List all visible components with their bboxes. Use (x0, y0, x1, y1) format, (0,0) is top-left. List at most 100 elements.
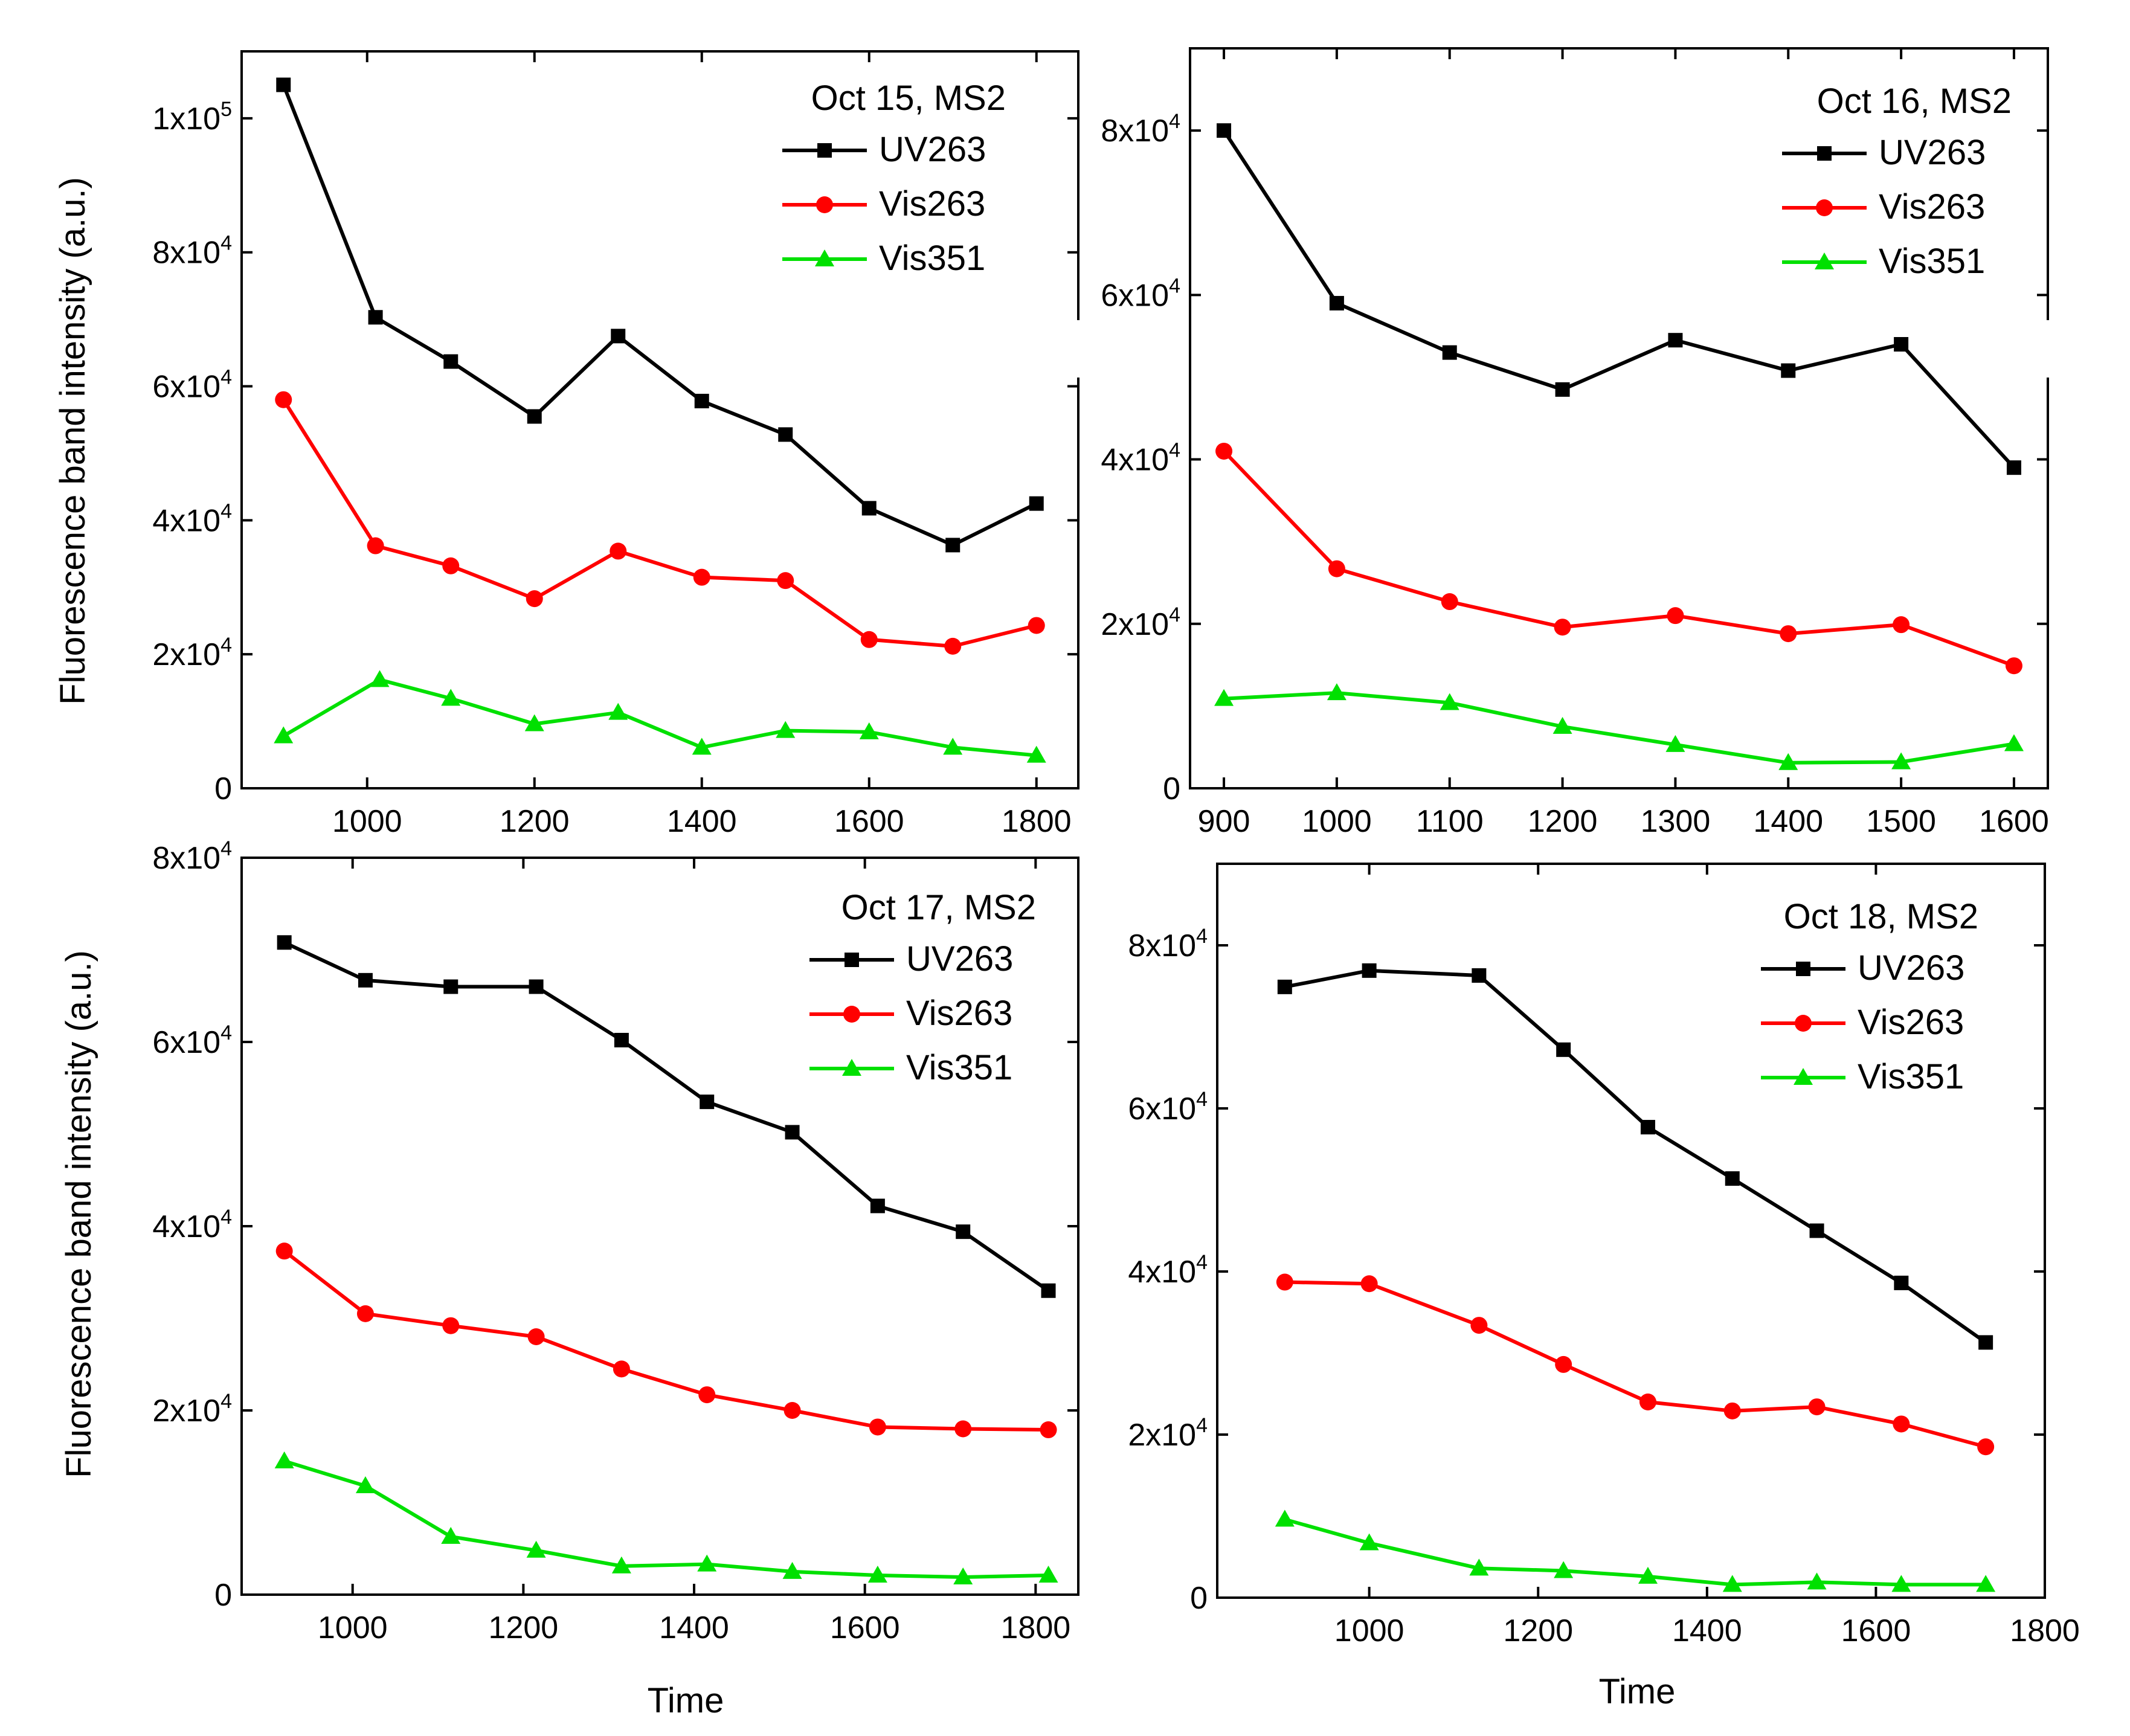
data-point (443, 979, 458, 994)
data-point (1781, 363, 1796, 378)
data-point (694, 393, 709, 408)
data-point (1723, 1402, 1741, 1419)
data-point (614, 1032, 629, 1047)
series-line (283, 1249, 1049, 1432)
data-point (693, 568, 710, 586)
series-line (282, 399, 1037, 648)
y-tick-label: 0 (1163, 771, 1180, 806)
data-point (367, 537, 384, 555)
data-point (441, 689, 461, 706)
series-vis263 (1276, 1273, 1995, 1456)
y-tick-label: 8x104 (1101, 110, 1180, 149)
data-point (698, 1386, 716, 1404)
data-point (1440, 693, 1459, 710)
data-point (1038, 1565, 1058, 1583)
y-tick-label: 0 (1190, 1581, 1208, 1616)
data-point (785, 1125, 800, 1140)
x-tick-label: 1600 (834, 804, 904, 839)
data-point (1328, 560, 1345, 577)
legend-marker (1816, 199, 1833, 216)
x-tick-label: 1200 (500, 804, 570, 839)
data-point (1552, 716, 1572, 734)
data-point (355, 1476, 375, 1494)
legend: Oct 18, MS2 UV263 Vis263 Vis351 (1761, 897, 1978, 1096)
x-tick-label: 1000 (318, 1610, 388, 1645)
plot-frame (1216, 863, 2046, 1599)
x-tick-label: 1600 (1979, 804, 2049, 839)
y-tick-label: 6x104 (1101, 274, 1180, 313)
y-tick-label: 6x104 (152, 366, 232, 405)
data-point (443, 354, 458, 369)
series-vis263 (1215, 442, 2022, 675)
plot-frame (240, 50, 1079, 789)
y-tick-label: 0 (214, 771, 232, 806)
data-point (1638, 1566, 1658, 1584)
x-tick-label: 1800 (1000, 1610, 1070, 1645)
data-point (1556, 1042, 1571, 1057)
data-point (1976, 1575, 1996, 1592)
data-point (274, 1451, 294, 1468)
data-point (1275, 1509, 1295, 1527)
data-point (945, 538, 960, 553)
data-point (700, 1095, 715, 1110)
axis-gap (2044, 320, 2051, 378)
data-point (1555, 382, 1570, 397)
x-tick-label: 1200 (1503, 1613, 1573, 1648)
legend-label: Vis351 (1879, 242, 1985, 281)
data-point (526, 590, 543, 608)
legend-label: Vis263 (1858, 1003, 1964, 1042)
data-point (783, 1402, 801, 1419)
data-point (277, 935, 292, 950)
data-point (1555, 1355, 1572, 1373)
legend-title: Oct 17, MS2 (841, 888, 1036, 927)
y-tick-label: 8x104 (152, 837, 232, 876)
series-line (283, 940, 1050, 1293)
series-vis263 (275, 391, 1045, 655)
y-tick-label: 2x104 (1101, 603, 1180, 642)
y-tick-label: 4x104 (1101, 439, 1180, 478)
legend-marker (1796, 962, 1810, 976)
legend-label: UV263 (906, 939, 1013, 979)
series-line (1222, 129, 2016, 469)
data-point (442, 557, 460, 574)
series-line (282, 678, 1037, 757)
plot-frame (1189, 47, 2049, 789)
data-point (441, 1526, 461, 1544)
series-line (282, 84, 1038, 547)
x-tick-label: 1800 (2010, 1613, 2080, 1648)
data-point (1780, 625, 1797, 643)
series-vis351 (1275, 1509, 1996, 1592)
legend-marker (842, 1059, 861, 1076)
x-tick-label: 1600 (1841, 1613, 1911, 1648)
series-uv263 (1277, 963, 1993, 1350)
data-point (859, 722, 879, 739)
x-tick-label: 1400 (659, 1610, 729, 1645)
data-point (1360, 1275, 1378, 1293)
data-point (527, 409, 542, 424)
legend-marker (843, 1006, 860, 1023)
data-point (1470, 1317, 1488, 1334)
legend-marker (1794, 1068, 1813, 1085)
legend-marker (1795, 1015, 1812, 1032)
data-point (1217, 123, 1232, 138)
chart-panel-3: 1000 1200 1400 1600 1800 0 2x104 4x104 6x104 8x10… (59, 837, 1079, 1720)
legend-title: Oct 18, MS2 (1784, 897, 1978, 936)
series-uv263 (277, 935, 1056, 1298)
data-point (777, 572, 794, 590)
data-point (1891, 1575, 1911, 1592)
x-tick-label: 1500 (1866, 804, 1936, 839)
legend-marker (1817, 146, 1832, 161)
x-tick-label: 1400 (1672, 1613, 1742, 1648)
data-point (1893, 1415, 1910, 1433)
data-point (2006, 460, 2021, 475)
legend-marker (817, 143, 832, 158)
y-tick-label: 2x104 (1128, 1414, 1208, 1453)
legend-marker (816, 196, 833, 213)
x-tick-label: 900 (1198, 804, 1250, 839)
data-point (611, 329, 626, 344)
data-point (1214, 689, 1234, 706)
data-point (954, 1420, 972, 1438)
x-tick-label: 1400 (1753, 804, 1823, 839)
y-tick-label: 1x105 (152, 98, 232, 137)
